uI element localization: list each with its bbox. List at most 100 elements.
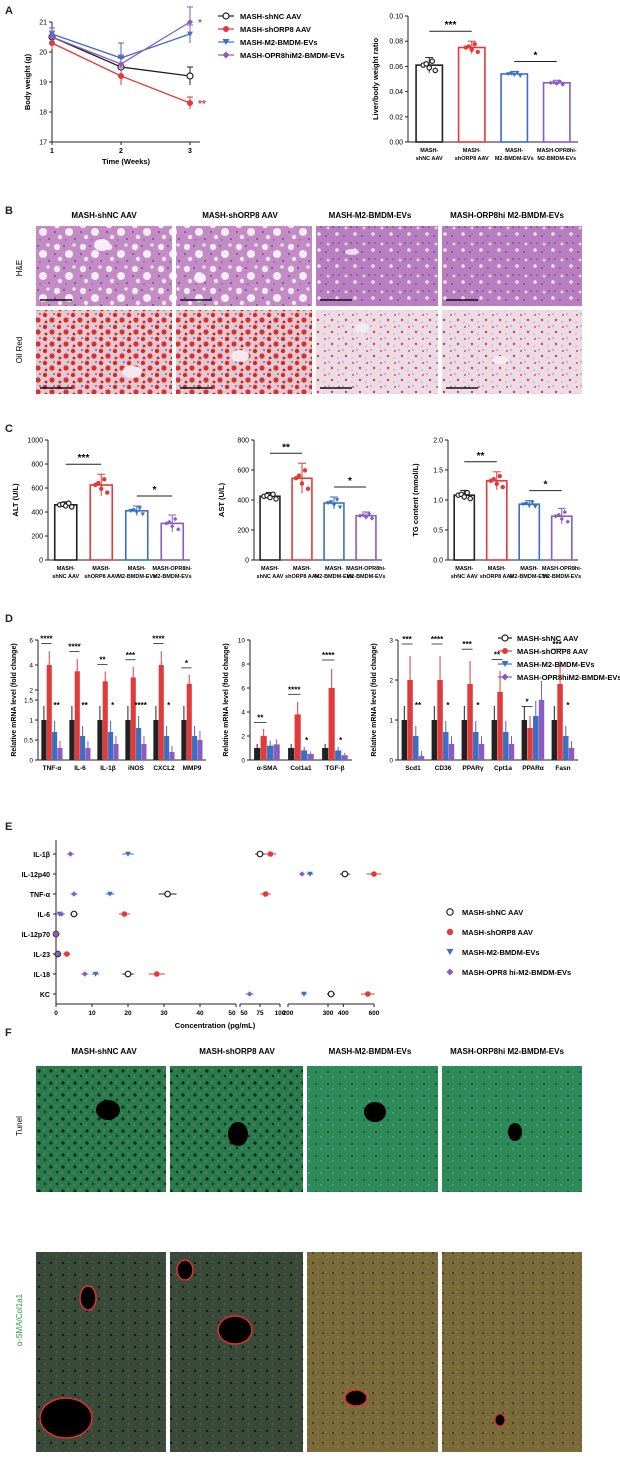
x-tick-label: 3 bbox=[188, 148, 192, 155]
y-tick-label: 1.0 bbox=[433, 498, 443, 505]
bar bbox=[335, 750, 342, 760]
x-tick-label: 2 bbox=[119, 148, 123, 155]
significance-label: * bbox=[339, 736, 343, 745]
y-axis-label: Body weight (g) bbox=[23, 53, 32, 110]
legend-label: MASH-shNC AAV bbox=[240, 12, 301, 21]
x-tick-label: Cpt1a bbox=[494, 765, 512, 772]
panel-label-b: B bbox=[5, 205, 13, 217]
significance-label: ** bbox=[477, 451, 485, 462]
legend-marker-purple-diamond bbox=[446, 968, 454, 976]
x-tick-label: PPARγ bbox=[462, 765, 484, 772]
significance-label: ** bbox=[54, 701, 61, 710]
data-point bbox=[134, 510, 139, 515]
he-image-shorp8 bbox=[176, 226, 312, 306]
x-tick-label: shORP8 AAV bbox=[480, 574, 514, 580]
bar bbox=[542, 81, 571, 143]
data-point bbox=[307, 871, 313, 877]
y-tick-label: 600 bbox=[31, 486, 43, 493]
data-point bbox=[124, 970, 132, 978]
y-tick-label: 0 bbox=[389, 758, 393, 765]
bar bbox=[260, 736, 267, 760]
significance-label: * bbox=[534, 50, 538, 61]
y-category-label: IL-12p70 bbox=[22, 932, 51, 939]
x-tick-label: MASH- bbox=[463, 148, 481, 154]
y-category-label: TNF-α bbox=[30, 892, 51, 899]
panel-b-col-title: MASH-ORP8hi M2-BMDM-EVs bbox=[450, 211, 564, 220]
he-image-orp8hi bbox=[442, 226, 582, 306]
data-point bbox=[518, 73, 523, 78]
bar bbox=[57, 748, 63, 760]
panel-f-col-title: MASH-shORP8 AAV bbox=[199, 1047, 275, 1056]
significance-label: ** bbox=[257, 713, 264, 722]
significance-label: * bbox=[198, 18, 202, 29]
x-tick-label: 100 bbox=[275, 1010, 286, 1017]
y-axis-label: Relative mRNA level (fold change) bbox=[223, 643, 230, 756]
data-point bbox=[432, 67, 439, 74]
y-tick-label: 0.08 bbox=[389, 39, 403, 46]
x-tick-label: MASH-OPR8hi- bbox=[542, 566, 582, 572]
bar bbox=[192, 736, 198, 760]
bar bbox=[181, 720, 187, 760]
legend-marker-red-circle bbox=[446, 928, 454, 936]
bar bbox=[533, 716, 539, 760]
bar bbox=[74, 671, 80, 760]
x-tick-label: MASH- bbox=[128, 566, 146, 572]
y-tick-label: 1.5 bbox=[24, 698, 33, 705]
data-point bbox=[170, 524, 175, 529]
x-tick-label: shORP8 AAV bbox=[84, 574, 118, 580]
panel-b-row-label: H&E bbox=[15, 260, 24, 276]
data-point bbox=[371, 871, 377, 877]
legend-marker-blue-triangle bbox=[501, 661, 509, 667]
data-point bbox=[365, 991, 371, 997]
data-point bbox=[506, 72, 511, 77]
bar bbox=[467, 684, 473, 760]
bar bbox=[503, 732, 509, 760]
y-tick-label: 0 bbox=[39, 558, 43, 565]
y-tick-label: 19 bbox=[39, 80, 47, 87]
y-tick-label: 2 bbox=[241, 734, 245, 741]
bar bbox=[130, 677, 136, 760]
data-point bbox=[327, 990, 335, 998]
bar bbox=[521, 720, 528, 760]
data-point bbox=[533, 504, 538, 509]
x-tick-label: 30 bbox=[160, 1010, 168, 1017]
y-tick-label: 0.0 bbox=[433, 558, 443, 565]
bar bbox=[485, 479, 508, 561]
x-tick-label: MASH- bbox=[57, 566, 75, 572]
bar bbox=[415, 64, 444, 143]
bar bbox=[500, 73, 529, 143]
x-tick-label: MASH- bbox=[420, 148, 438, 154]
data-point bbox=[328, 500, 334, 505]
data-point bbox=[363, 514, 369, 520]
legend-label: MASH-OPR8hiM2-BMDM-EVs bbox=[240, 51, 345, 60]
significance-label: ** bbox=[198, 99, 206, 110]
significance-label: * bbox=[446, 701, 450, 710]
x-tick-label: 300 bbox=[323, 1010, 334, 1017]
y-category-label: IL-12p40 bbox=[22, 872, 51, 879]
data-point bbox=[121, 911, 128, 917]
bar bbox=[508, 744, 515, 760]
y-tick-label: 0.10 bbox=[389, 14, 403, 21]
y-axis-label: Relative mRNA level (fold change) bbox=[371, 643, 378, 756]
bar bbox=[259, 495, 281, 561]
data-point bbox=[164, 521, 169, 526]
legend-marker-blue-triangle bbox=[222, 39, 230, 45]
significance-label: *** bbox=[462, 640, 472, 649]
x-tick-label: CXCL2 bbox=[153, 765, 175, 772]
data-point bbox=[267, 494, 273, 501]
x-tick-label: Col1a1 bbox=[290, 765, 312, 772]
x-tick-label: IL-6 bbox=[74, 765, 86, 772]
significance-label: *** bbox=[445, 20, 457, 31]
legend-label: MASH-shNC AAV bbox=[462, 908, 523, 917]
significance-label: *** bbox=[402, 635, 412, 644]
bar bbox=[413, 736, 419, 760]
y-tick-label: 17 bbox=[39, 140, 47, 147]
data-point bbox=[466, 44, 471, 49]
data-point bbox=[53, 931, 59, 937]
panel-d-legend: MASH-shNC AAV MASH-shORP8 AAV MASH-M2-BM… bbox=[498, 634, 620, 682]
bar bbox=[85, 748, 91, 760]
x-tick-label: shNC AAV bbox=[416, 156, 443, 162]
significance-label: * bbox=[185, 659, 189, 668]
data-point bbox=[131, 508, 136, 513]
